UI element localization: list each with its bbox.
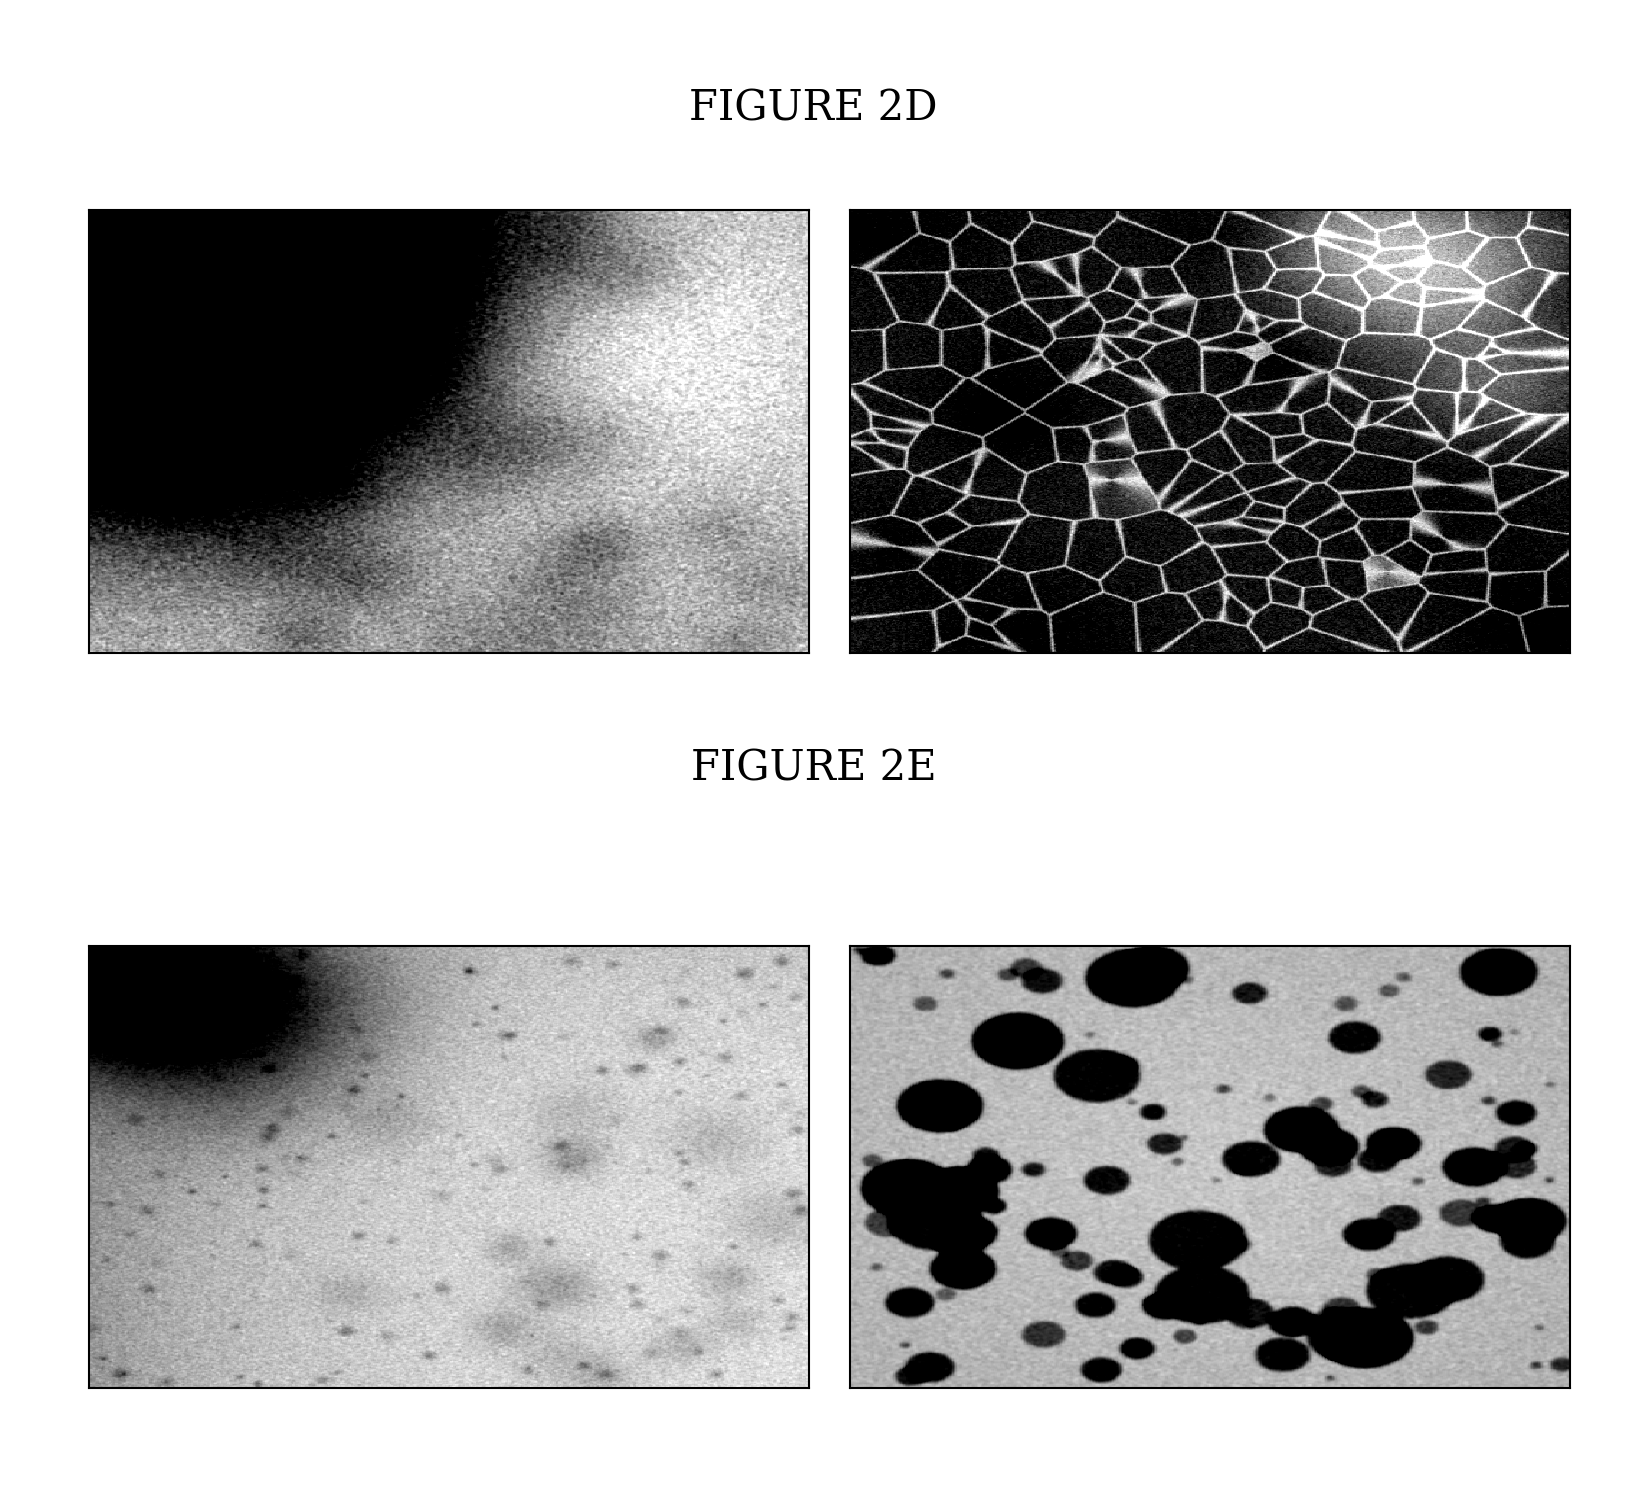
Text: FIGURE 2E: FIGURE 2E xyxy=(691,747,936,790)
Text: FIGURE 2D: FIGURE 2D xyxy=(690,87,937,129)
